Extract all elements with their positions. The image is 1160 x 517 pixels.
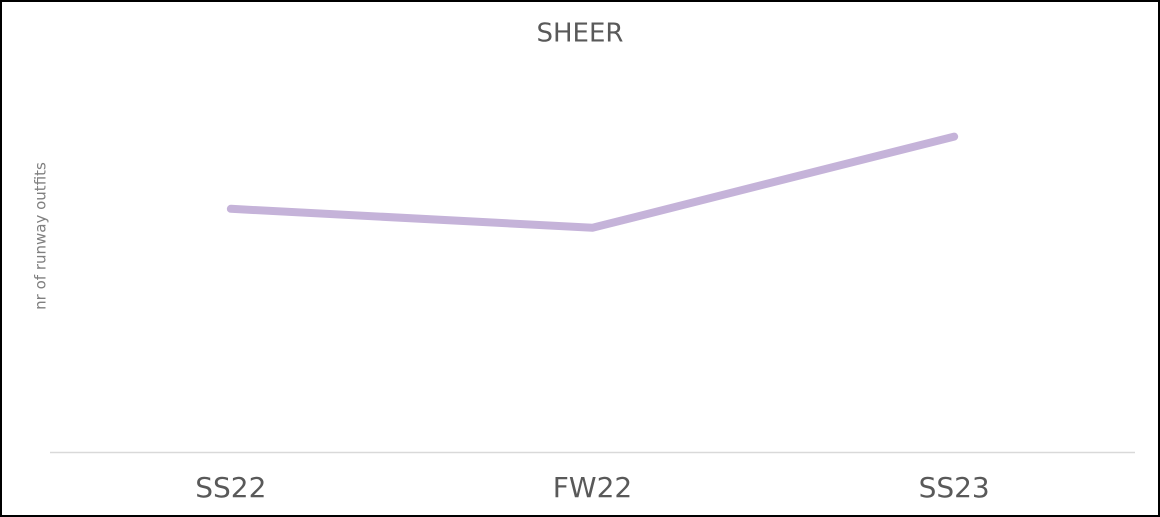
x-tick-label: SS22 (195, 471, 266, 504)
chart-title: SHEER (537, 19, 624, 49)
x-tick-label: SS23 (919, 471, 990, 504)
data-line (226, 132, 959, 232)
x-tick-label: FW22 (553, 471, 632, 504)
y-axis-label: nr of runway outfits (32, 162, 50, 310)
